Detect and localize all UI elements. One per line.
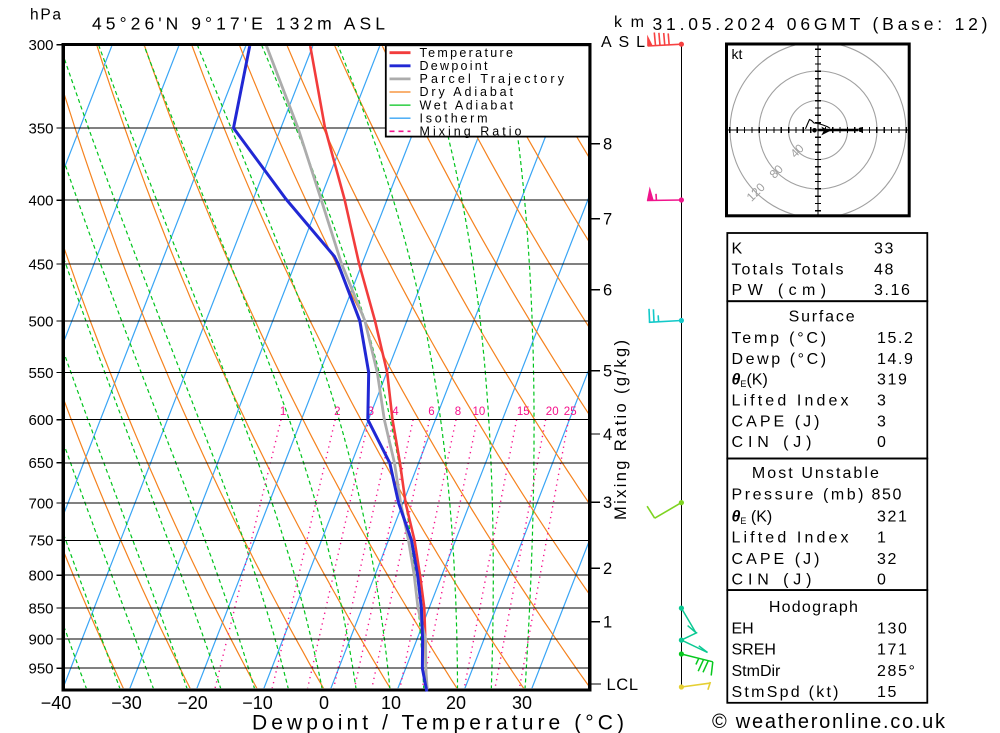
svg-text:8: 8 <box>455 406 461 418</box>
svg-text:33: 33 <box>874 241 895 258</box>
svg-text:0: 0 <box>319 693 329 713</box>
svg-text:3: 3 <box>603 494 612 512</box>
svg-text:285°: 285° <box>877 663 917 680</box>
svg-text:Hodograph: Hodograph <box>769 599 858 616</box>
svg-text:800: 800 <box>29 568 54 585</box>
svg-text:−10: −10 <box>242 693 273 713</box>
svg-text:300: 300 <box>29 37 54 54</box>
svg-text:45°26'N 9°17'E 132m ASL: 45°26'N 9°17'E 132m ASL <box>92 14 385 34</box>
svg-text:600: 600 <box>29 412 54 429</box>
svg-text:0: 0 <box>877 571 888 588</box>
svg-text:1: 1 <box>603 614 612 632</box>
svg-text:400: 400 <box>29 193 54 210</box>
svg-text:1: 1 <box>280 406 286 418</box>
svg-text:3: 3 <box>368 406 374 418</box>
svg-text:450: 450 <box>29 256 54 273</box>
svg-text:14.9: 14.9 <box>877 351 915 368</box>
svg-text:kt: kt <box>732 46 743 62</box>
svg-text:319: 319 <box>877 372 909 389</box>
svg-text:850: 850 <box>872 486 904 503</box>
svg-text:−20: −20 <box>177 693 208 713</box>
svg-text:15: 15 <box>877 684 898 701</box>
svg-text:Dewpoint / Temperature (°C): Dewpoint / Temperature (°C) <box>252 712 624 733</box>
svg-text:7: 7 <box>603 211 612 229</box>
svg-text:Pressure (mb): Pressure (mb) <box>732 486 864 503</box>
svg-text:Wet Adiabat: Wet Adiabat <box>420 98 514 112</box>
svg-text:900: 900 <box>29 631 54 648</box>
svg-text:6: 6 <box>428 406 434 418</box>
svg-text:Temp (°C): Temp (°C) <box>732 330 827 347</box>
svg-text:StmDir: StmDir <box>732 663 782 680</box>
svg-text:2: 2 <box>334 406 340 418</box>
svg-text:Dewp (°C): Dewp (°C) <box>732 351 827 368</box>
svg-text:32: 32 <box>877 551 898 568</box>
svg-text:Dry Adiabat: Dry Adiabat <box>420 85 514 99</box>
svg-text:Surface: Surface <box>789 309 855 326</box>
svg-text:6: 6 <box>603 282 612 300</box>
svg-text:Lifted Index: Lifted Index <box>732 393 849 410</box>
svg-text:700: 700 <box>29 495 54 512</box>
svg-text:171: 171 <box>877 642 909 659</box>
svg-text:SREH: SREH <box>732 642 776 659</box>
svg-text:0: 0 <box>877 434 888 451</box>
svg-text:5: 5 <box>603 363 612 381</box>
svg-text:CAPE (J): CAPE (J) <box>732 551 820 568</box>
svg-text:15.2: 15.2 <box>877 330 915 347</box>
svg-text:θE(K): θE(K) <box>732 372 768 390</box>
svg-text:1: 1 <box>877 530 888 547</box>
svg-text:31.05.2024 06GMT (Base: 12): 31.05.2024 06GMT (Base: 12) <box>653 14 988 34</box>
svg-text:Dewpoint: Dewpoint <box>420 59 489 73</box>
svg-text:20: 20 <box>546 406 559 418</box>
svg-text:500: 500 <box>29 313 54 330</box>
svg-text:Isotherm: Isotherm <box>420 111 488 125</box>
svg-text:CAPE (J): CAPE (J) <box>732 413 820 430</box>
svg-text:550: 550 <box>29 365 54 382</box>
svg-text:20: 20 <box>446 693 466 713</box>
svg-text:EH: EH <box>732 620 754 637</box>
svg-text:Parcel Trajectory: Parcel Trajectory <box>420 72 565 86</box>
svg-text:Most Unstable: Most Unstable <box>752 465 879 482</box>
svg-text:4: 4 <box>603 426 612 444</box>
svg-text:15: 15 <box>517 406 530 418</box>
svg-text:hPa: hPa <box>30 7 61 24</box>
svg-text:350: 350 <box>29 120 54 137</box>
svg-text:3: 3 <box>877 413 888 430</box>
svg-text:10: 10 <box>381 693 401 713</box>
svg-text:LCL: LCL <box>607 676 639 694</box>
svg-text:10: 10 <box>473 406 486 418</box>
svg-text:30: 30 <box>512 693 532 713</box>
svg-text:ASL: ASL <box>601 34 645 51</box>
svg-text:25: 25 <box>564 406 577 418</box>
svg-text:130: 130 <box>877 620 909 637</box>
svg-text:4: 4 <box>392 406 399 418</box>
svg-text:3: 3 <box>877 393 888 410</box>
svg-text:321: 321 <box>877 508 909 525</box>
svg-text:8: 8 <box>603 136 612 154</box>
svg-text:2: 2 <box>603 560 612 578</box>
svg-text:48: 48 <box>874 262 895 279</box>
svg-text:650: 650 <box>29 455 54 472</box>
svg-text:3.16: 3.16 <box>874 282 912 299</box>
svg-text:950: 950 <box>29 661 54 678</box>
svg-text:Totals Totals: Totals Totals <box>732 262 844 279</box>
svg-text:θE (K): θE (K) <box>732 508 773 526</box>
svg-text:750: 750 <box>29 533 54 550</box>
svg-text:StmSpd (kt): StmSpd (kt) <box>732 684 839 701</box>
svg-text:Temperature: Temperature <box>420 46 514 60</box>
svg-text:850: 850 <box>29 600 54 617</box>
svg-text:−30: −30 <box>111 693 142 713</box>
svg-text:Lifted Index: Lifted Index <box>732 530 849 547</box>
svg-text:K: K <box>732 241 743 258</box>
svg-text:PW (cm): PW (cm) <box>732 282 827 299</box>
svg-text:© weatheronline.co.uk: © weatheronline.co.uk <box>712 711 946 733</box>
svg-text:Mixing Ratio (g/kg): Mixing Ratio (g/kg) <box>612 340 630 520</box>
svg-text:−40: −40 <box>41 693 72 713</box>
